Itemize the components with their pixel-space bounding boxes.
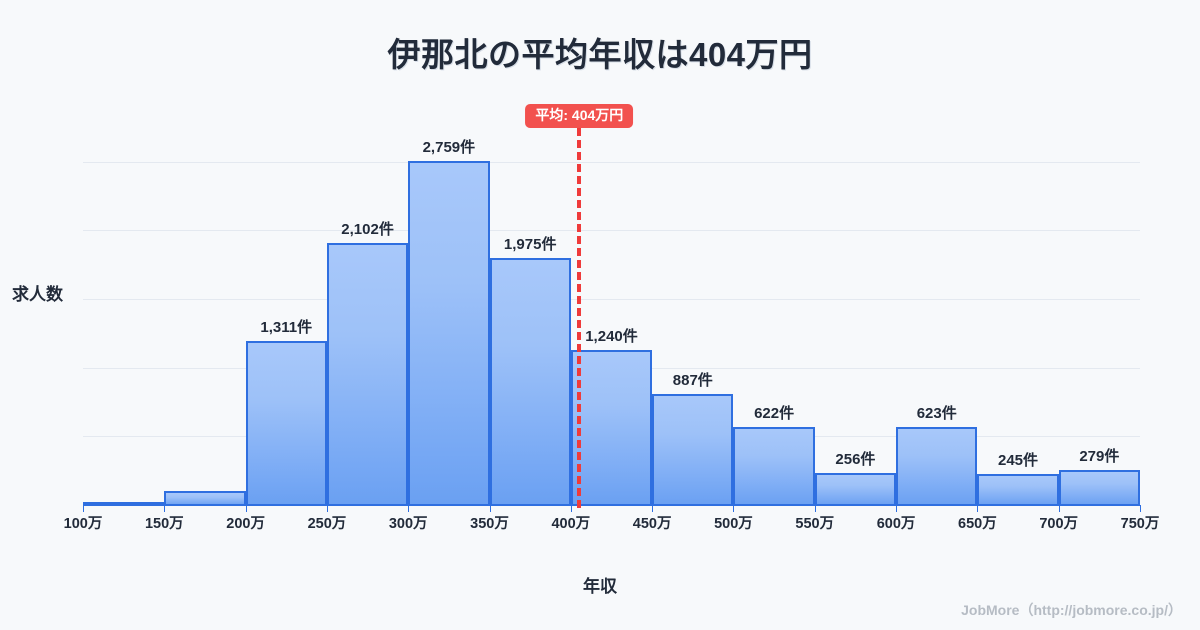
average-line: [577, 128, 582, 508]
bar-value-label: 2,102件: [341, 220, 394, 238]
gridline: [83, 299, 1140, 300]
average-badge: 平均: 404万円: [525, 104, 634, 129]
x-tick-label: 750万: [1120, 516, 1160, 532]
bar[interactable]: [733, 427, 815, 505]
bar[interactable]: [326, 242, 409, 505]
bar[interactable]: [652, 394, 734, 505]
x-axis-tick: [83, 505, 84, 512]
x-tick-label: 450万: [632, 516, 672, 532]
plot-area: 1,311件 2,102件 2,759件 1,975件 1,240件 887件 622件 25…: [83, 93, 1141, 512]
bar[interactable]: [245, 341, 327, 505]
x-tick-label: 200万: [226, 516, 265, 532]
x-axis-tick: [164, 505, 166, 512]
x-axis-tick: [814, 505, 816, 512]
x-axis-tick: [896, 505, 898, 512]
x-tick-label: 500万: [714, 516, 753, 532]
bar[interactable]: [896, 427, 978, 505]
x-axis-baseline: [83, 504, 1140, 506]
x-axis-tick: [489, 505, 491, 512]
bar[interactable]: [977, 474, 1059, 505]
x-tick-label: 600万: [876, 516, 916, 532]
bar-value-label: 887件: [672, 372, 713, 390]
x-axis-tick: [326, 505, 328, 512]
x-axis-title: 年収: [583, 577, 617, 596]
bar[interactable]: [164, 491, 246, 505]
gridline: [83, 161, 1140, 163]
bar[interactable]: [83, 502, 165, 505]
x-tick-label: 300万: [388, 516, 428, 532]
bar[interactable]: [1058, 470, 1140, 505]
bars-layer: 1,311件 2,102件 2,759件 1,975件 1,240件 887件 622件 25…: [83, 93, 1141, 512]
x-tick-label: 350万: [470, 516, 509, 532]
bar-value-label: 622件: [754, 405, 795, 423]
x-tick-label: 400万: [551, 516, 591, 532]
x-tick-label: 650万: [958, 516, 997, 532]
x-axis-tick: [1140, 505, 1141, 512]
x-axis-tick: [408, 505, 410, 512]
x-tick-label: 100万: [63, 516, 103, 532]
x-axis-tick: [1058, 505, 1060, 512]
gridline: [83, 230, 1140, 232]
page-title: 伊那北の平均年収は404万円: [387, 36, 813, 73]
x-axis-tick: [652, 505, 654, 512]
bar-value-label: 623件: [916, 405, 957, 423]
bar-value-label: 2,759件: [422, 138, 476, 156]
x-axis-tick-labels: 100万 150万 200万 250万 300万 350万 400万 450万 500万 550万…: [0, 512, 1200, 536]
bar[interactable]: [814, 473, 897, 505]
bar-value-label: 1,311件: [260, 319, 313, 337]
x-tick-label: 550万: [795, 516, 835, 532]
x-tick-label: 150万: [144, 516, 184, 532]
x-axis-tick: [570, 505, 572, 512]
bar[interactable]: [489, 258, 571, 505]
x-axis-tick: [245, 505, 247, 512]
footer-credit: JobMore（http://jobmore.co.jp/）: [961, 602, 1182, 618]
bar[interactable]: [570, 350, 653, 505]
bar[interactable]: [408, 160, 490, 505]
bar-value-label: 1,240件: [585, 328, 638, 346]
bar-value-label: 1,975件: [503, 236, 557, 254]
bar-value-label: 245件: [998, 452, 1039, 470]
x-axis-tick: [733, 505, 735, 512]
x-tick-label: 250万: [307, 516, 347, 532]
bar-value-label: 279件: [1079, 448, 1120, 466]
x-axis-tick: [977, 505, 979, 512]
bar-value-label: 256件: [835, 451, 876, 469]
y-axis-title: 求人数: [12, 285, 63, 304]
x-tick-label: 700万: [1039, 516, 1079, 532]
